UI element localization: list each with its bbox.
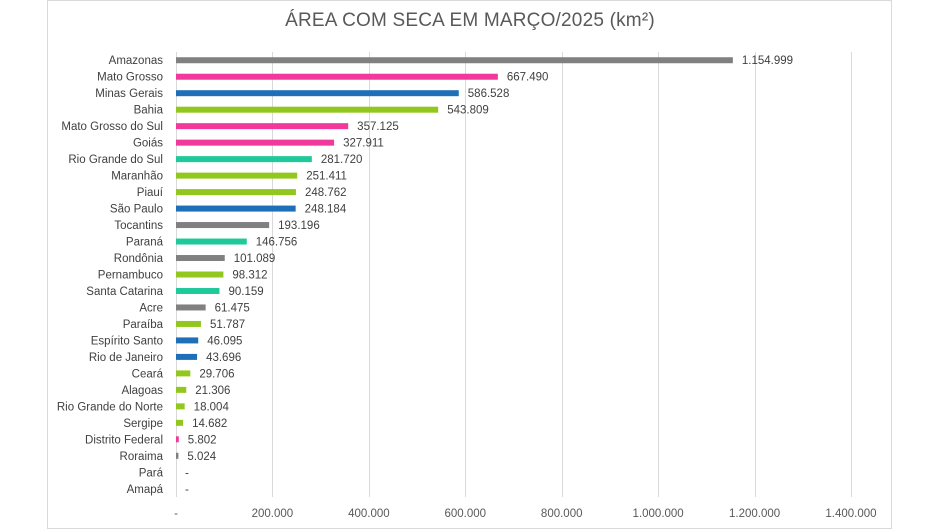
bar bbox=[176, 386, 187, 393]
data-label: 101.089 bbox=[234, 253, 276, 265]
x-tick-label: 400.000 bbox=[348, 508, 390, 520]
data-label: 51.787 bbox=[210, 319, 245, 331]
category-label: Bahia bbox=[134, 105, 164, 117]
data-label: 543.809 bbox=[447, 105, 489, 117]
data-label: 46.095 bbox=[207, 335, 242, 347]
data-label: 193.196 bbox=[278, 220, 320, 232]
bar bbox=[176, 337, 199, 344]
bar bbox=[176, 255, 225, 262]
category-label: Maranhão bbox=[111, 171, 163, 183]
bar bbox=[176, 370, 191, 377]
category-label: Minas Gerais bbox=[95, 88, 163, 100]
bar bbox=[176, 205, 296, 212]
category-label: Sergipe bbox=[123, 418, 163, 430]
data-label: 90.159 bbox=[228, 286, 263, 298]
bar bbox=[176, 139, 335, 146]
data-label: 248.762 bbox=[305, 187, 347, 199]
bar bbox=[176, 403, 185, 410]
bar bbox=[176, 57, 733, 64]
data-label: - bbox=[185, 467, 189, 479]
data-label: 281.720 bbox=[321, 154, 363, 166]
data-label: 146.756 bbox=[256, 237, 298, 249]
data-label: 667.490 bbox=[507, 72, 549, 84]
data-label: - bbox=[185, 484, 189, 496]
chart-frame bbox=[47, 0, 892, 529]
category-label: Santa Catarina bbox=[86, 286, 163, 298]
category-label: Rio de Janeiro bbox=[89, 352, 163, 364]
bar bbox=[176, 320, 201, 327]
category-label: Amazonas bbox=[109, 55, 164, 67]
data-label: 21.306 bbox=[195, 385, 230, 397]
data-label: 327.911 bbox=[343, 138, 384, 150]
bar bbox=[176, 189, 296, 196]
data-label: 586.528 bbox=[468, 88, 510, 100]
bar bbox=[176, 271, 224, 278]
category-label: Acre bbox=[139, 302, 163, 314]
bar bbox=[176, 73, 498, 80]
x-tick-label: 1.200.000 bbox=[729, 508, 780, 520]
category-label: Amapá bbox=[127, 484, 164, 496]
category-label: Distrito Federal bbox=[85, 434, 163, 446]
bar bbox=[176, 353, 198, 360]
labels: - 200.000 400.000 600.000 800.000 1.000.000 1.… bbox=[57, 55, 877, 520]
x-tick-label: 1.400.000 bbox=[825, 508, 876, 520]
category-label: Paraíba bbox=[123, 319, 164, 331]
data-label: 357.125 bbox=[357, 121, 399, 133]
category-label: Rio Grande do Sul bbox=[68, 154, 163, 166]
category-label: Ceará bbox=[132, 368, 164, 380]
category-label: Mato Grosso do Sul bbox=[61, 121, 163, 133]
x-tick-label: 200.000 bbox=[252, 508, 294, 520]
data-label: 5.802 bbox=[188, 434, 217, 446]
category-label: Rio Grande do Norte bbox=[57, 401, 163, 413]
bar bbox=[176, 172, 298, 179]
category-label: Goiás bbox=[133, 138, 163, 150]
data-label: 61.475 bbox=[215, 302, 250, 314]
category-label: Paraná bbox=[126, 237, 164, 249]
bar bbox=[176, 123, 349, 130]
category-label: São Paulo bbox=[110, 204, 163, 216]
bar bbox=[176, 238, 247, 245]
gridlines bbox=[176, 52, 852, 497]
x-tick-label: - bbox=[174, 508, 178, 520]
bar bbox=[176, 419, 184, 426]
bar bbox=[176, 90, 459, 97]
bar bbox=[176, 287, 220, 294]
data-label: 29.706 bbox=[199, 368, 234, 380]
data-label: 43.696 bbox=[206, 352, 241, 364]
chart-title: ÁREA COM SECA EM MARÇO/2025 (km²) bbox=[285, 10, 655, 31]
bar bbox=[176, 156, 312, 163]
bar bbox=[176, 222, 270, 229]
x-tick-label: 1.000.000 bbox=[633, 508, 684, 520]
data-label: 98.312 bbox=[232, 270, 267, 282]
data-label: 251.411 bbox=[306, 171, 347, 183]
category-label: Espírito Santo bbox=[91, 335, 163, 347]
x-tick-label: 600.000 bbox=[444, 508, 486, 520]
category-label: Roraima bbox=[120, 451, 164, 463]
data-label: 5.024 bbox=[187, 451, 216, 463]
bar bbox=[176, 304, 206, 311]
data-label: 248.184 bbox=[305, 204, 347, 216]
bar bbox=[176, 436, 179, 443]
category-label: Alagoas bbox=[121, 385, 163, 397]
category-label: Tocantins bbox=[114, 220, 163, 232]
bar bbox=[176, 452, 179, 459]
category-label: Piauí bbox=[137, 187, 164, 199]
data-label: 14.682 bbox=[192, 418, 227, 430]
bars bbox=[176, 57, 733, 459]
bar bbox=[176, 106, 439, 113]
category-label: Pernambuco bbox=[98, 270, 163, 282]
category-label: Mato Grosso bbox=[97, 72, 163, 84]
data-label: 18.004 bbox=[194, 401, 230, 413]
x-tick-label: 800.000 bbox=[541, 508, 583, 520]
category-label: Pará bbox=[139, 467, 164, 479]
category-label: Rondônia bbox=[114, 253, 164, 265]
data-label: 1.154.999 bbox=[742, 55, 793, 67]
